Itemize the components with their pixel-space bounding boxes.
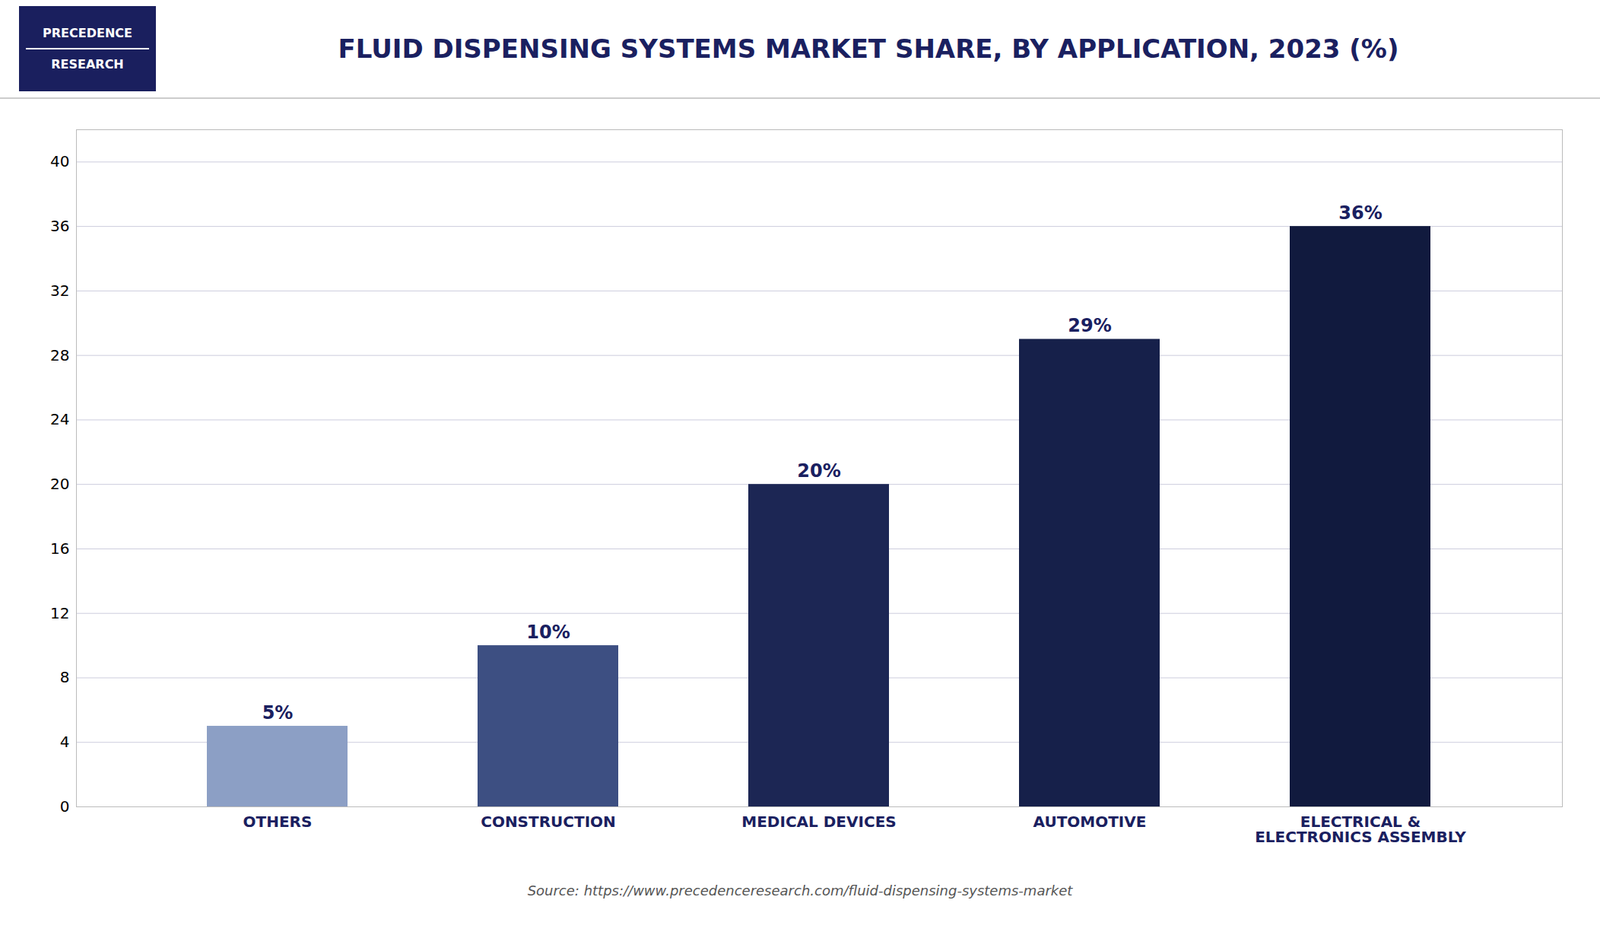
svg-text:0: 0 xyxy=(60,796,70,816)
svg-text:16: 16 xyxy=(50,539,70,558)
svg-text:8: 8 xyxy=(60,667,70,686)
svg-text:OTHERS: OTHERS xyxy=(243,812,313,831)
svg-text:MEDICAL DEVICES: MEDICAL DEVICES xyxy=(741,812,896,831)
svg-text:CONSTRUCTION: CONSTRUCTION xyxy=(480,812,616,831)
svg-text:28: 28 xyxy=(50,346,70,365)
svg-text:12: 12 xyxy=(50,603,70,623)
svg-text:24: 24 xyxy=(50,409,70,429)
svg-text:5%: 5% xyxy=(262,701,294,724)
svg-text:32: 32 xyxy=(50,281,70,300)
svg-text:40: 40 xyxy=(50,152,70,171)
svg-text:AUTOMOTIVE: AUTOMOTIVE xyxy=(1033,812,1147,831)
html-text:FLUID DISPENSING SYSTEMS MARKE: FLUID DISPENSING SYSTEMS MARKET SHARE, B… xyxy=(338,33,1399,64)
svg-text:29%: 29% xyxy=(1067,314,1112,337)
html-text:Source: https://www.precedence: Source: https://www.precedenceresearch.c… xyxy=(527,882,1073,899)
html-text:PRECEDENCE: PRECEDENCE xyxy=(42,25,133,41)
html-text:RESEARCH: RESEARCH xyxy=(51,57,124,72)
svg-text:ELECTRICAL &ELECTRONICS ASSEMB: ELECTRICAL &ELECTRONICS ASSEMBLY xyxy=(1254,812,1467,846)
svg-text:4: 4 xyxy=(60,732,70,751)
svg-text:36%: 36% xyxy=(1338,202,1382,224)
svg-text:10%: 10% xyxy=(526,621,570,643)
svg-text:20%: 20% xyxy=(796,460,841,482)
svg-text:20: 20 xyxy=(50,474,70,493)
svg-text:36: 36 xyxy=(50,216,70,235)
